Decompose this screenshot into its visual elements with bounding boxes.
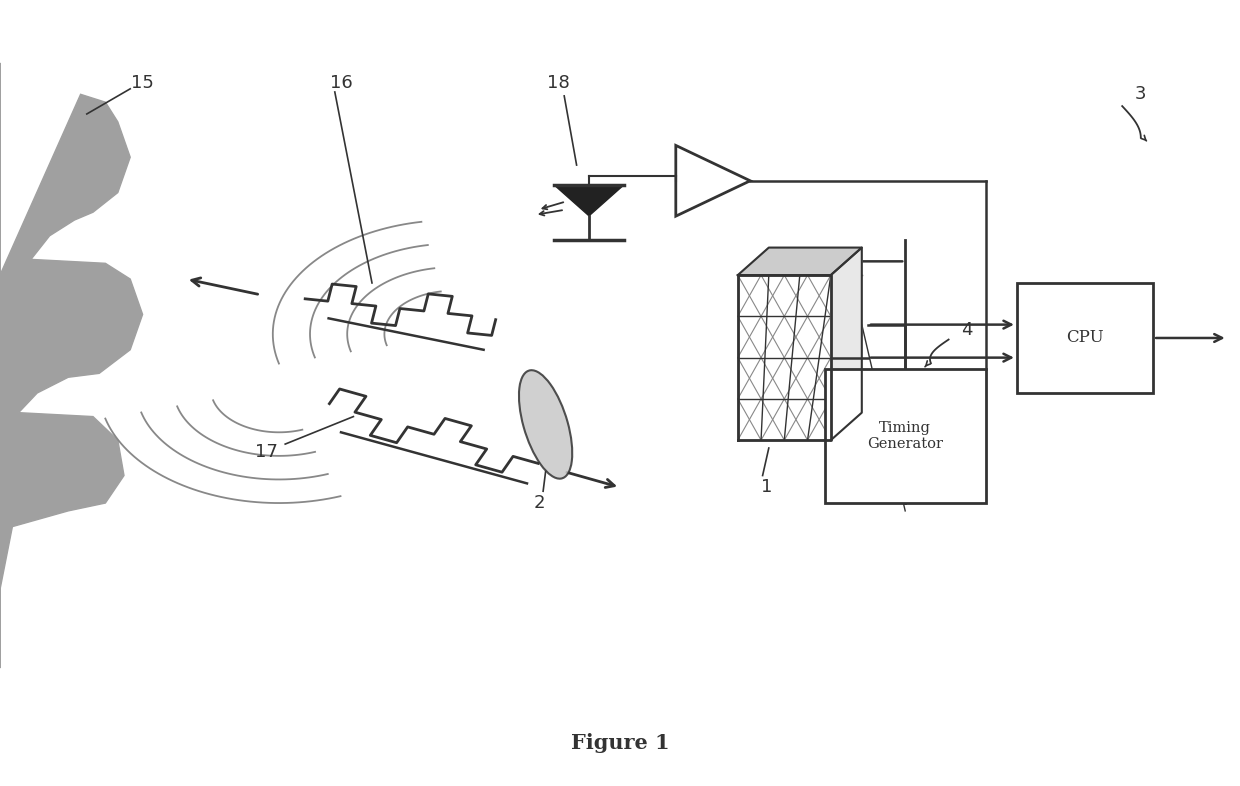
Text: 16: 16: [330, 74, 352, 91]
Text: 18: 18: [547, 74, 569, 91]
Text: 4: 4: [961, 321, 973, 339]
Text: 15: 15: [131, 74, 154, 91]
Text: 1: 1: [760, 479, 773, 496]
Text: 3: 3: [1135, 86, 1147, 103]
Polygon shape: [831, 248, 862, 440]
Text: CPU: CPU: [1066, 329, 1104, 347]
Text: 17: 17: [255, 443, 278, 461]
Polygon shape: [738, 248, 862, 275]
Bar: [825, 369, 986, 503]
Text: 2: 2: [533, 494, 546, 512]
Ellipse shape: [520, 370, 572, 479]
Polygon shape: [0, 63, 143, 668]
Text: Figure 1: Figure 1: [570, 733, 670, 753]
Text: Timing
Generator: Timing Generator: [867, 421, 944, 451]
Polygon shape: [554, 185, 624, 216]
Bar: [1017, 283, 1153, 393]
